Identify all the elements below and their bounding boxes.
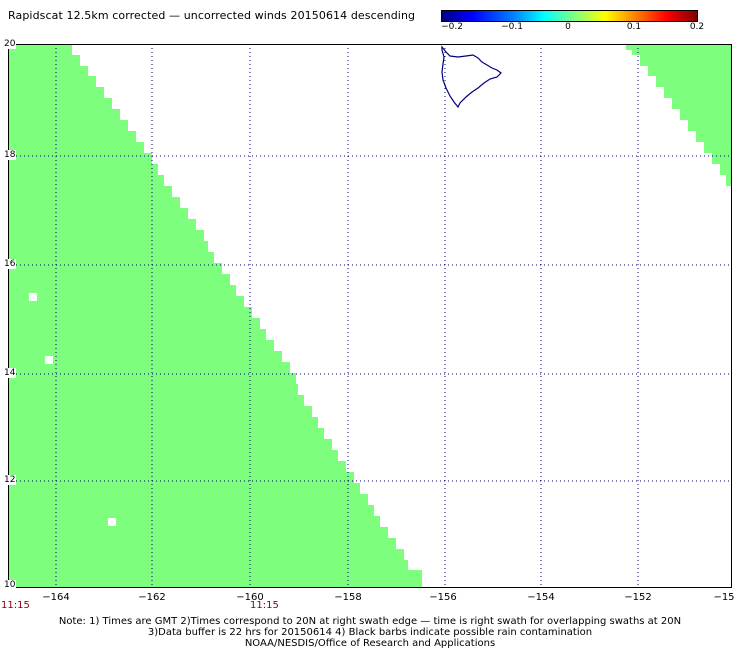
lat-label: 14 bbox=[3, 368, 17, 378]
lon-label: −156 bbox=[429, 592, 457, 603]
plot-frame bbox=[8, 44, 732, 588]
colorbar-tick: 0.2 bbox=[689, 22, 705, 32]
lon-label: −164 bbox=[42, 592, 70, 603]
data-gap bbox=[108, 518, 116, 526]
lon-label: −162 bbox=[138, 592, 166, 603]
footnote-line-1: Note: 1) Times are GMT 2)Times correspon… bbox=[58, 616, 682, 627]
footnote-line-3: NOAA/NESDIS/Office of Research and Appli… bbox=[244, 638, 496, 649]
swath-time-label: 11:15 bbox=[1, 600, 30, 611]
lat-label: 10 bbox=[3, 580, 17, 590]
swath-right bbox=[626, 44, 732, 186]
colorbar-tick: −0.1 bbox=[501, 22, 523, 32]
data-gap bbox=[29, 293, 37, 301]
lon-label: −152 bbox=[624, 592, 652, 603]
colorbar-tick: 0 bbox=[565, 22, 571, 32]
swath-time-label: 11:15 bbox=[250, 600, 279, 611]
lat-label: 12 bbox=[3, 475, 17, 485]
lat-lon-grid bbox=[8, 44, 732, 588]
swath-left bbox=[8, 44, 422, 588]
data-gap bbox=[45, 356, 53, 364]
lon-label: −154 bbox=[527, 592, 555, 603]
map-title: Rapidscat 12.5km corrected — uncorrected… bbox=[8, 9, 416, 22]
lon-label: −158 bbox=[334, 592, 362, 603]
lon-label: −15 bbox=[713, 592, 735, 603]
hawaii-coastline bbox=[441, 45, 502, 109]
lon-label: −160 bbox=[236, 592, 264, 603]
lat-label: 18 bbox=[3, 150, 17, 160]
footnote-line-2: 3)Data buffer is 22 hrs for 20150614 4) … bbox=[147, 627, 593, 638]
colorbar-tick: −0.2 bbox=[441, 22, 463, 32]
colorbar bbox=[441, 10, 698, 22]
lat-label: 20 bbox=[3, 39, 17, 49]
lat-label: 16 bbox=[3, 259, 17, 269]
colorbar-tick: 0.1 bbox=[626, 22, 642, 32]
